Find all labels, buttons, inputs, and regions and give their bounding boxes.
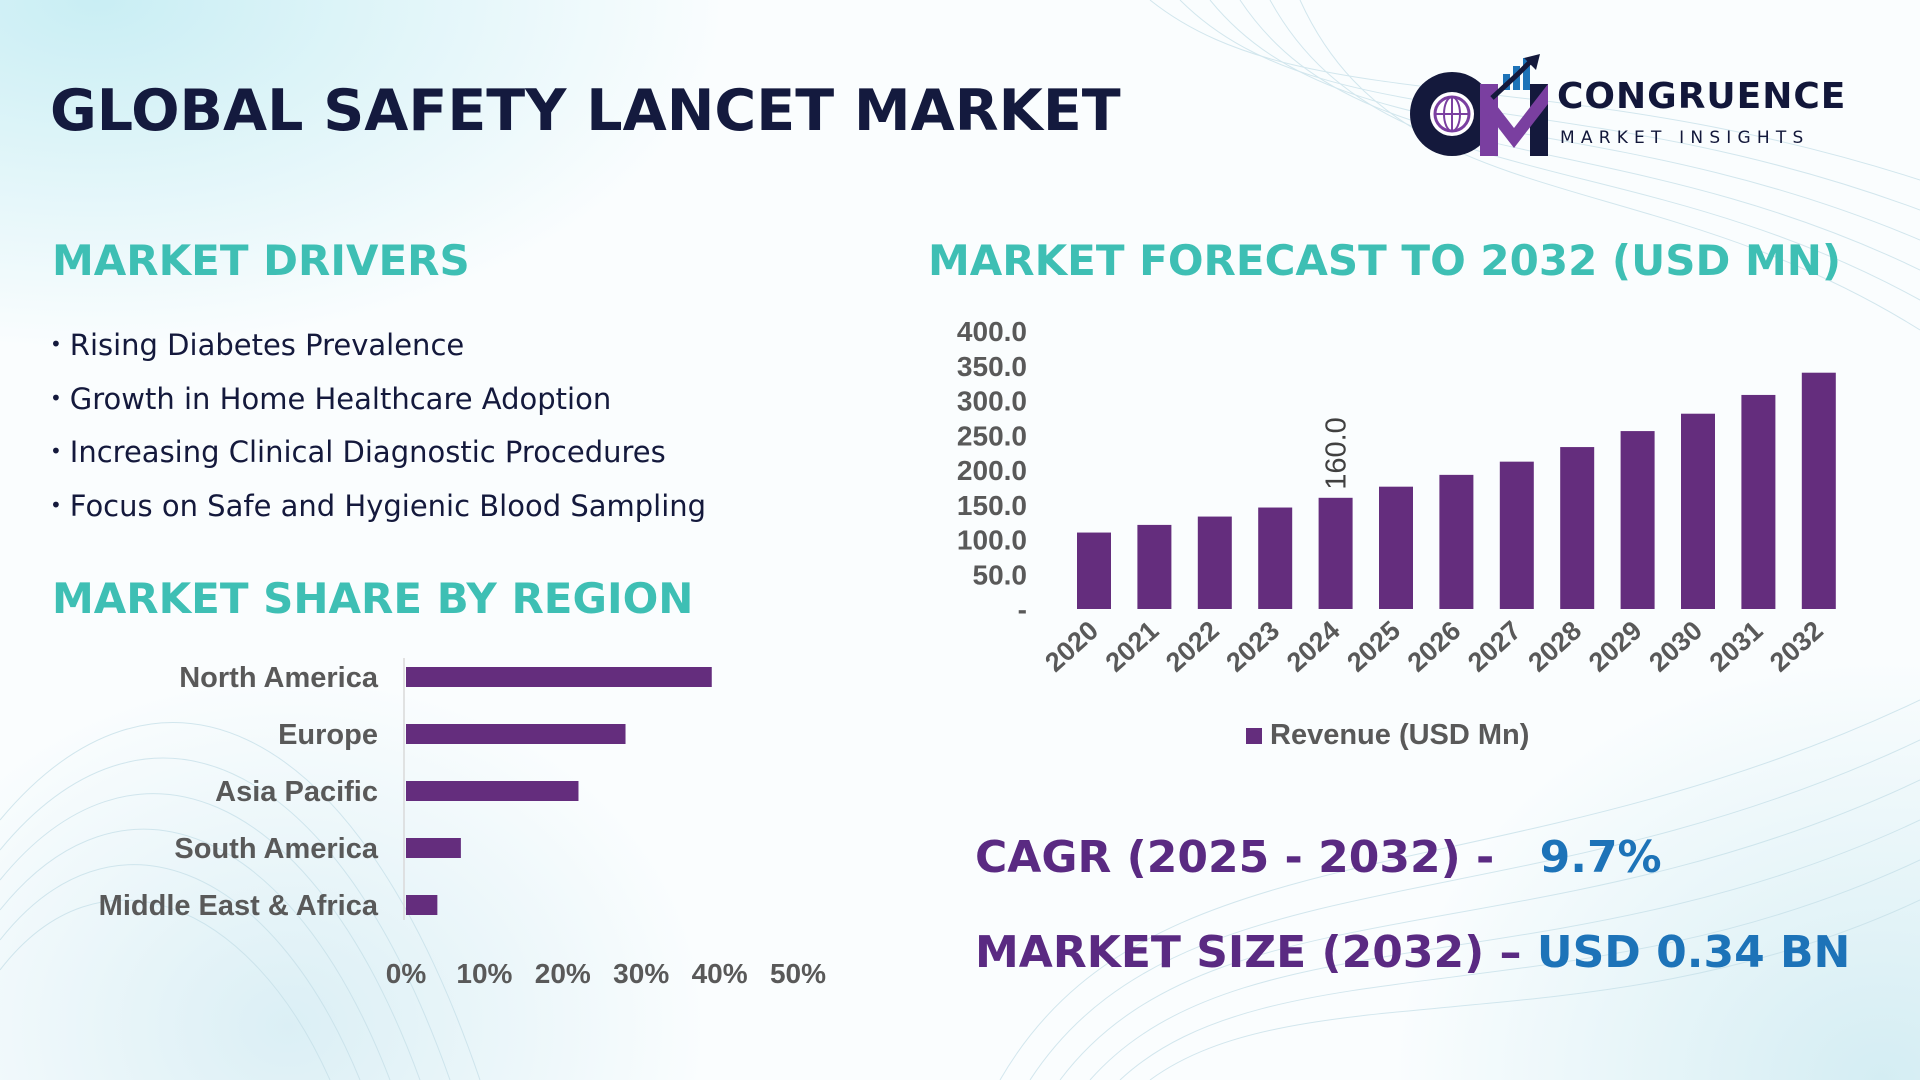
logo-mark-icon bbox=[1410, 54, 1548, 156]
region-bar-north-america bbox=[406, 667, 712, 687]
x-tick-label: 30% bbox=[613, 958, 669, 989]
forecast-bar-2032 bbox=[1801, 372, 1836, 609]
forecast-bar-2022 bbox=[1197, 516, 1232, 609]
forecast-bar-2031 bbox=[1741, 394, 1776, 609]
region-share-heading: MARKET SHARE BY REGION bbox=[52, 574, 694, 623]
driver-item: Focus on Safe and Hygienic Blood Samplin… bbox=[50, 483, 706, 537]
company-logo: CONGRUENCE MARKET INSIGHTS bbox=[1400, 52, 1870, 162]
logo-name: CONGRUENCE bbox=[1557, 76, 1847, 117]
logo-tagline: MARKET INSIGHTS bbox=[1560, 128, 1810, 148]
forecast-bar-2025 bbox=[1379, 486, 1413, 609]
region-bar-asia-pacific bbox=[406, 781, 579, 801]
y-tick-label: 400.0 bbox=[957, 316, 1027, 347]
cagr-row: CAGR (2025 - 2032) - 9.7% bbox=[975, 832, 1662, 883]
x-tick-label: 40% bbox=[692, 958, 748, 989]
y-tick-label: 250.0 bbox=[957, 420, 1027, 451]
y-tick-label: 200.0 bbox=[957, 455, 1027, 486]
market-size-row: MARKET SIZE (2032) – USD 0.34 BN bbox=[975, 927, 1850, 978]
y-tick-label: 50.0 bbox=[973, 559, 1028, 590]
region-category-label: Middle East & Africa bbox=[99, 890, 379, 922]
forecast-bar-2030 bbox=[1681, 413, 1715, 609]
region-category-label: North America bbox=[179, 662, 379, 694]
y-tick-label: 100.0 bbox=[957, 525, 1027, 556]
region-category-label: Europe bbox=[278, 719, 378, 751]
x-tick-label: 0% bbox=[386, 958, 427, 989]
forecast-bar-2021 bbox=[1137, 524, 1172, 609]
forecast-bar-2027 bbox=[1499, 461, 1534, 609]
market-drivers-heading: MARKET DRIVERS bbox=[52, 236, 470, 285]
drivers-list: Rising Diabetes Prevalence Growth in Hom… bbox=[50, 322, 706, 536]
region-category-label: Asia Pacific bbox=[215, 776, 378, 808]
x-tick-label: 50% bbox=[770, 958, 826, 989]
forecast-bar-2029 bbox=[1620, 431, 1655, 609]
forecast-bar-2024 bbox=[1318, 497, 1353, 609]
driver-item: Increasing Clinical Diagnostic Procedure… bbox=[50, 429, 706, 483]
cagr-label: CAGR (2025 - 2032) - bbox=[975, 832, 1495, 883]
region-category-label: South America bbox=[174, 833, 378, 865]
cagr-value: 9.7% bbox=[1539, 832, 1662, 883]
forecast-bar-2020 bbox=[1077, 532, 1111, 609]
driver-item: Growth in Home Healthcare Adoption bbox=[50, 376, 706, 430]
region-bar-south-america bbox=[406, 838, 461, 858]
y-tick-label: 150.0 bbox=[957, 490, 1027, 521]
x-tick-label: 10% bbox=[456, 958, 512, 989]
region-bar-middle-east-africa bbox=[406, 895, 438, 915]
page-title: GLOBAL SAFETY LANCET MARKET bbox=[50, 78, 1121, 144]
market-size-value: USD 0.34 BN bbox=[1536, 927, 1851, 978]
driver-item: Rising Diabetes Prevalence bbox=[50, 322, 706, 376]
x-tick-label: 20% bbox=[535, 958, 591, 989]
region-bar-europe bbox=[406, 724, 626, 744]
legend-label: Revenue (USD Mn) bbox=[1270, 719, 1529, 751]
data-label: 160.0 bbox=[1321, 417, 1353, 490]
legend-swatch bbox=[1246, 728, 1262, 744]
y-tick-label: - bbox=[1018, 594, 1027, 625]
market-size-label: MARKET SIZE (2032) – bbox=[975, 927, 1522, 978]
forecast-bar-2026 bbox=[1439, 474, 1474, 609]
y-tick-label: 350.0 bbox=[957, 351, 1027, 382]
forecast-heading: MARKET FORECAST TO 2032 (USD MN) bbox=[928, 236, 1842, 285]
forecast-bar-2023 bbox=[1258, 507, 1293, 609]
forecast-bar-2028 bbox=[1560, 447, 1595, 609]
y-tick-label: 300.0 bbox=[957, 386, 1027, 417]
